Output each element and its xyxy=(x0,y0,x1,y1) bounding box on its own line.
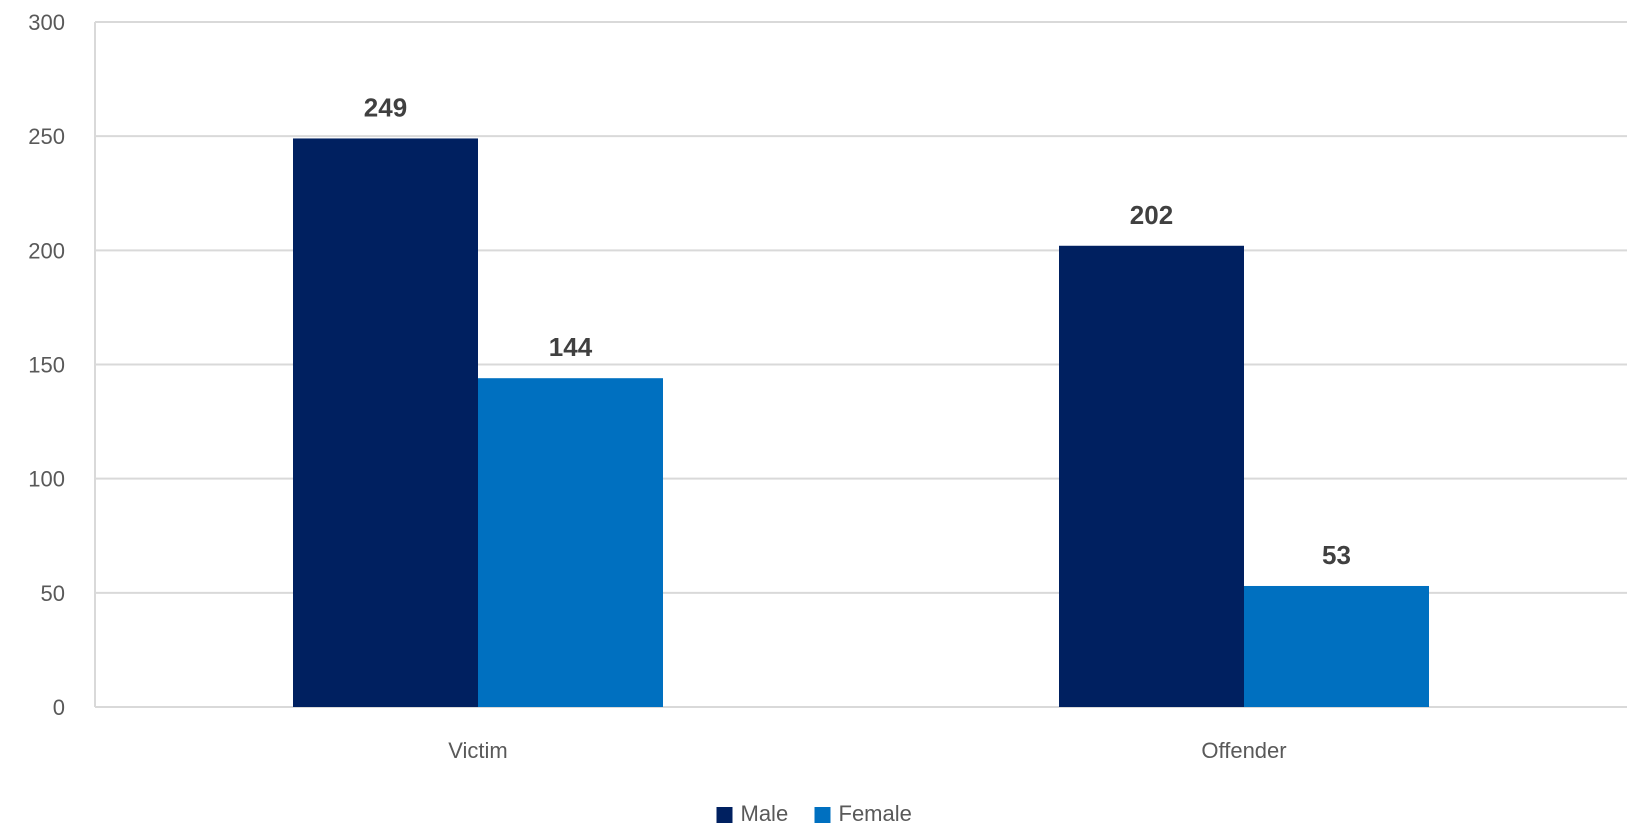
y-axis: 0 50 100 150 200 250 300 xyxy=(28,10,65,720)
y-tick-label: 200 xyxy=(28,238,65,263)
data-labels: 249 144 202 53 xyxy=(364,92,1351,570)
y-tick-label: 100 xyxy=(28,467,65,492)
legend-label-female: Female xyxy=(839,801,912,826)
legend-swatch-female xyxy=(814,807,831,823)
legend-swatch-male xyxy=(716,807,733,823)
legend: Male Female xyxy=(716,801,912,826)
bar-female-offender xyxy=(1244,585,1429,707)
bar-series xyxy=(293,138,1429,707)
data-label: 144 xyxy=(549,332,593,362)
x-category-label: Victim xyxy=(448,738,508,763)
y-tick-label: 250 xyxy=(28,124,65,149)
legend-label-male: Male xyxy=(741,801,789,826)
x-category-label: Offender xyxy=(1201,738,1286,763)
bar-male-offender xyxy=(1059,245,1244,707)
data-label: 53 xyxy=(1322,540,1351,570)
y-tick-label: 150 xyxy=(28,353,65,378)
x-axis: Victim Offender xyxy=(448,738,1286,763)
y-tick-label: 0 xyxy=(53,695,65,720)
data-label: 249 xyxy=(364,92,407,122)
bar-male-victim xyxy=(293,138,478,707)
bar-female-victim xyxy=(478,378,663,707)
y-tick-label: 50 xyxy=(41,581,65,606)
y-tick-label: 300 xyxy=(28,10,65,35)
data-label: 202 xyxy=(1130,200,1173,230)
